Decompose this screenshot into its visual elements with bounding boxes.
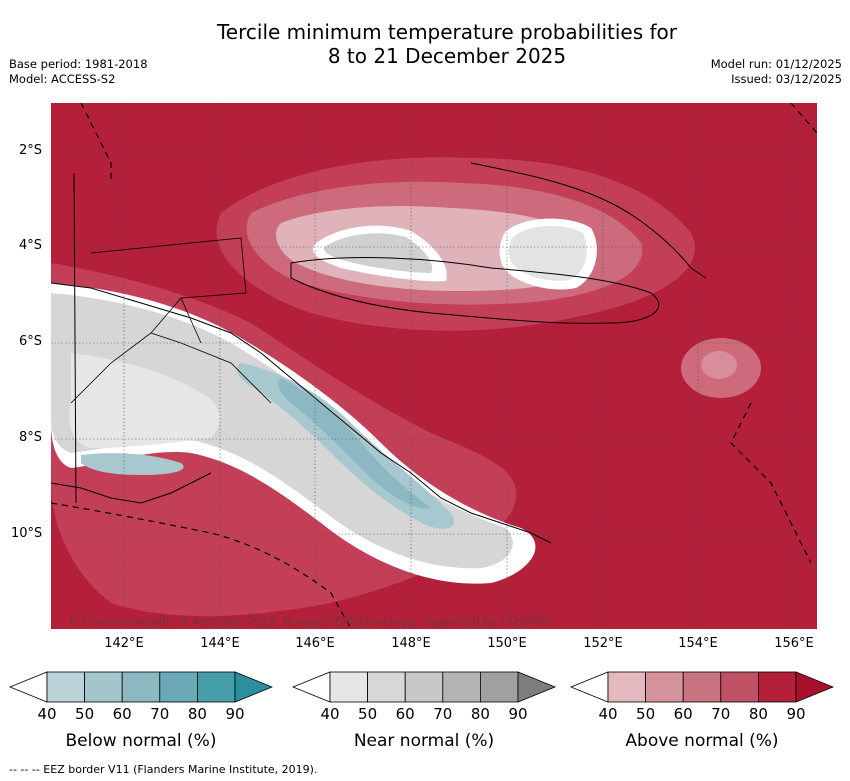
colorbar-tick-label: 40 — [320, 705, 340, 723]
colorbar-title: Above normal (%) — [625, 731, 779, 751]
meta-left: Base period: 1981-2018 Model: ACCESS-S2 — [9, 57, 148, 87]
base-period: Base period: 1981-2018 — [9, 57, 148, 71]
colorbar-max-extend — [517, 671, 556, 703]
colorbar-title: Near normal (%) — [353, 731, 495, 751]
colorbar-tick-label: 60 — [112, 705, 132, 723]
colorbar-segment — [720, 671, 759, 703]
coastline-new-britain — [290, 257, 660, 324]
lon-label: 150°E — [487, 636, 527, 651]
colorbar-max-extend — [795, 671, 834, 703]
colorbar-tick-label: 50 — [358, 705, 378, 723]
eez-border-north — [790, 103, 817, 134]
colorbar-segment — [159, 671, 198, 703]
colorbar-title: Below normal (%) — [65, 731, 217, 751]
lon-label: 142°E — [104, 636, 144, 651]
colorbar-min-extend — [570, 671, 609, 703]
lon-label: 156°E — [774, 636, 814, 651]
colorbar-tick-label: 40 — [37, 705, 57, 723]
colorbar-segment — [404, 671, 444, 703]
colorbar-segment — [607, 671, 646, 703]
colorbar-segment — [479, 671, 519, 703]
colorbar-segment — [46, 671, 85, 703]
colorbar-segment — [442, 671, 481, 703]
below-normal-region-southwest — [81, 453, 184, 475]
colorbar-tick-label: 80 — [748, 705, 768, 723]
lon-label: 148°E — [391, 636, 431, 651]
colorbar-tick-label: 50 — [75, 705, 95, 723]
map-panel — [51, 103, 817, 629]
colorbar-segment — [682, 671, 722, 703]
colorbar-tick-label: 90 — [786, 705, 806, 723]
eez-footnote: -- -- -- EEZ border V11 (Flanders Marine… — [9, 763, 318, 776]
colorbar-tick-label: 90 — [508, 705, 528, 723]
lon-label: 152°E — [583, 636, 623, 651]
colorbar-tick-label: 40 — [598, 705, 618, 723]
colorbar-1 — [9, 671, 273, 703]
colorbar-tick-label: 50 — [636, 705, 656, 723]
near-normal-region-2 — [508, 225, 587, 281]
colorbar-segment — [121, 671, 161, 703]
colorbar-segment — [645, 671, 684, 703]
colorbar-2 — [292, 671, 556, 703]
lon-label: 146°E — [295, 636, 335, 651]
lat-label: 4°S — [19, 238, 43, 253]
above-normal-region-east-inner — [701, 351, 737, 379]
international-border — [73, 172, 77, 504]
model-name: Model: ACCESS-S2 — [9, 72, 116, 86]
probability-map — [51, 103, 817, 629]
coastline-new-ireland — [470, 162, 707, 279]
map-title: Tercile minimum temperature probabilitie… — [0, 20, 850, 68]
colorbar-min-extend — [292, 671, 331, 703]
model-run: Model run: 01/12/2025 — [710, 57, 842, 71]
colorbar-segment — [84, 671, 123, 703]
colorbar-segment — [329, 671, 368, 703]
lat-label: 8°S — [19, 430, 43, 445]
near-normal-region-1 — [323, 233, 433, 273]
colorbar-tick-label: 80 — [470, 705, 490, 723]
lat-label: 6°S — [19, 334, 43, 349]
province-borders-2 — [150, 297, 272, 404]
coastline — [51, 282, 552, 544]
colorbar-segment — [757, 671, 797, 703]
colorbar-tick-label: 90 — [225, 705, 245, 723]
lon-label: 144°E — [200, 636, 240, 651]
colorbar-segment — [196, 671, 236, 703]
below-normal-region-60 — [278, 378, 431, 509]
colorbar-segment — [367, 671, 406, 703]
colorbar-tick-label: 80 — [187, 705, 207, 723]
issued-date: Issued: 03/12/2025 — [731, 72, 842, 86]
lon-label: 154°E — [678, 636, 718, 651]
colorbar-max-extend — [234, 671, 273, 703]
title-line-2: 8 to 21 December 2025 — [327, 44, 567, 68]
lat-label: 10°S — [11, 526, 43, 541]
colorbar-tick-label: 60 — [673, 705, 693, 723]
eez-border-east — [80, 103, 812, 564]
colorbar-3 — [570, 671, 834, 703]
gridlines — [51, 103, 817, 629]
colorbar-tick-label: 70 — [433, 705, 453, 723]
meta-right: Model run: 01/12/2025 Issued: 03/12/2025 — [711, 57, 842, 87]
lat-label: 2°S — [19, 143, 43, 158]
colorbar-min-extend — [9, 671, 48, 703]
colorbar-tick-label: 70 — [150, 705, 170, 723]
copyright-notice: © Commonwealth of Australia 2025, Bureau… — [68, 614, 553, 628]
title-line-1: Tercile minimum temperature probabilitie… — [216, 20, 678, 44]
near-normal-region-west — [69, 353, 220, 448]
colorbar-tick-label: 60 — [395, 705, 415, 723]
colorbar-tick-label: 70 — [711, 705, 731, 723]
